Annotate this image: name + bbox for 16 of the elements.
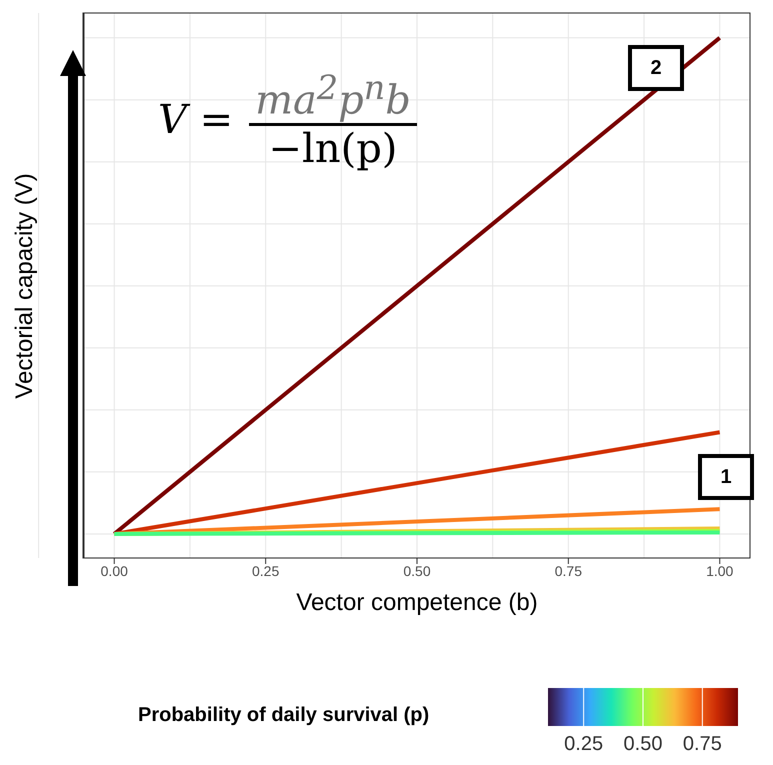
y-axis-title: Vectorial capacity (V) [11, 172, 39, 398]
annotation: 2 [628, 45, 684, 91]
x-tick-label: 1.00 [706, 562, 734, 579]
annotation: V = [158, 97, 234, 144]
color-bar-label: 0.75 [682, 733, 722, 755]
x-tick-label: 0.00 [100, 562, 128, 579]
color-bar-label: 0.25 [564, 733, 604, 755]
annotation: ma$^{2}$p$^{n}$b [249, 68, 417, 126]
x-tick-label: 0.50 [403, 562, 431, 579]
x-tick-label: 0.75 [554, 562, 582, 579]
color-bar-title: Probability of daily survival (p) [138, 704, 430, 727]
x-axis-title: Vector competence (b) [296, 589, 538, 616]
x-tick-label: 0.25 [252, 562, 280, 579]
color-bar-label: 0.50 [624, 733, 662, 755]
annotation: 1 [698, 454, 754, 500]
annotation: −ln(p) [268, 126, 398, 172]
